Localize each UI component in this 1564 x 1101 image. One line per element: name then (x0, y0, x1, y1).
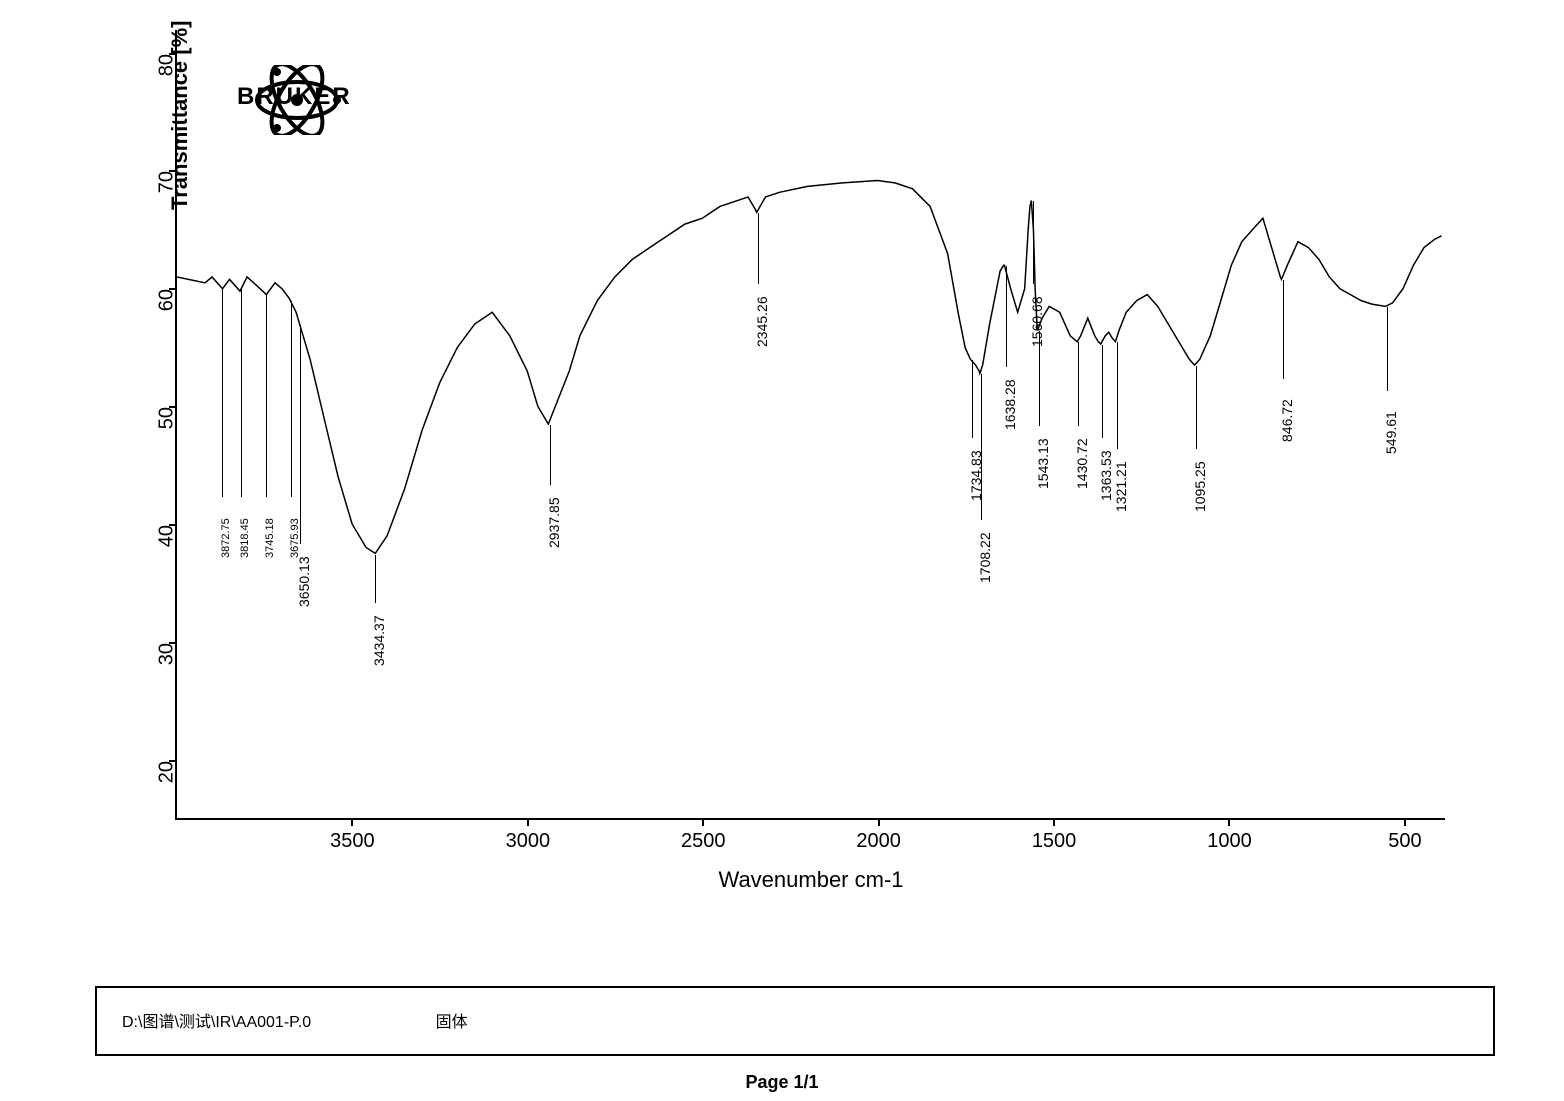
peak-marker-line (300, 325, 301, 544)
peak-label: 1638.28 (1002, 379, 1018, 430)
peak-label: 3745.18 (264, 518, 276, 558)
y-tick-label: 70 (156, 171, 179, 211)
peak-label: 846.72 (1279, 399, 1295, 442)
x-tick-label: 2500 (681, 830, 726, 853)
peak-label: 3872.75 (220, 518, 232, 558)
x-axis-label: Wavenumber cm-1 (718, 867, 903, 893)
peak-marker-line (291, 301, 292, 496)
peak-marker-line (1117, 342, 1118, 449)
peak-label: 1321.21 (1113, 462, 1129, 513)
x-tick-label: 1000 (1207, 830, 1252, 853)
peak-label: 2937.85 (546, 497, 562, 548)
peak-label: 1708.22 (977, 533, 993, 584)
file-info-box: D:\图谱\测试\IR\AA001-P.0 固体 (95, 986, 1495, 1056)
peak-label: 1363.53 (1098, 450, 1114, 501)
peak-label: 1095.25 (1192, 462, 1208, 513)
x-tick-label: 2000 (856, 830, 901, 853)
peak-marker-line (1039, 331, 1040, 426)
x-tick-label: 1500 (1032, 830, 1077, 853)
peak-marker-line (222, 289, 223, 496)
peak-marker-line (241, 289, 242, 496)
peak-marker-line (375, 555, 376, 603)
bruker-logo: BRUKER (237, 65, 357, 135)
peak-label: 1560.68 (1029, 297, 1045, 348)
peak-marker-line (550, 425, 551, 485)
peak-marker-line (1283, 280, 1284, 379)
peak-label: 3650.13 (296, 556, 312, 607)
peak-marker-line (1196, 366, 1197, 449)
ir-spectrum-chart: BRUKER Transmittance [%] Wavenumber cm-1… (80, 20, 1500, 890)
spectrum-svg (177, 30, 1445, 818)
peak-label: 549.61 (1383, 411, 1399, 454)
peak-marker-line (266, 295, 267, 496)
peak-marker-line (1078, 342, 1079, 425)
peak-marker-line (1033, 201, 1034, 284)
peak-marker-line (758, 213, 759, 285)
y-tick-label: 40 (156, 525, 179, 565)
y-tick-label: 60 (156, 289, 179, 329)
peak-label: 2345.26 (754, 297, 770, 348)
peak-label: 1430.72 (1074, 438, 1090, 489)
peak-marker-line (972, 360, 973, 438)
y-tick-label: 80 (156, 54, 179, 94)
plot-area: BRUKER Transmittance [%] Wavenumber cm-1… (175, 30, 1445, 820)
x-tick-label: 3000 (506, 830, 551, 853)
peak-marker-line (1387, 307, 1388, 390)
peak-label: 1543.13 (1035, 438, 1051, 489)
y-tick-label: 30 (156, 643, 179, 683)
sample-description: 固体 (436, 1008, 468, 1032)
peak-marker-line (1006, 266, 1007, 367)
peak-label: 3818.45 (239, 518, 251, 558)
x-tick-label: 3500 (330, 830, 375, 853)
logo-text: BRUKER (237, 83, 352, 111)
peak-marker-line (1102, 345, 1103, 438)
y-tick-label: 50 (156, 407, 179, 447)
peak-label: 3434.37 (371, 615, 387, 666)
page-number: Page 1/1 (745, 1072, 818, 1093)
y-tick-label: 20 (156, 761, 179, 801)
peak-marker-line (981, 374, 982, 520)
file-path: D:\图谱\测试\IR\AA001-P.0 (122, 1008, 311, 1032)
x-tick-label: 500 (1388, 830, 1421, 853)
